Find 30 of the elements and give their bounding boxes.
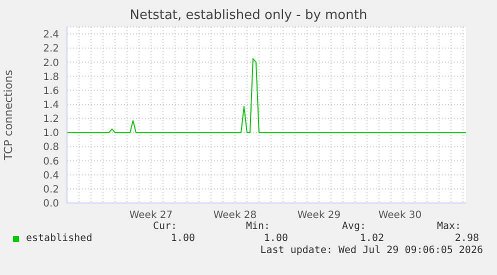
y-tick-label: 2.2 bbox=[43, 44, 59, 55]
y-tick-label: 2.0 bbox=[43, 58, 59, 69]
x-tick-label: Week 28 bbox=[213, 210, 257, 222]
y-axis-title: TCP connections bbox=[2, 70, 15, 162]
chart-title: Netstat, established only - by month bbox=[128, 8, 368, 23]
text: 1.00 bbox=[262, 233, 288, 244]
legend-label: established bbox=[25, 233, 92, 244]
y-tick-label: 0.2 bbox=[43, 184, 59, 196]
text: 1.00 bbox=[170, 233, 195, 244]
y-tick-label: 0.6 bbox=[43, 156, 59, 168]
text: 2.98 bbox=[454, 233, 479, 244]
y-tick-label: 1.8 bbox=[43, 72, 59, 83]
x-tick-label: Week 30 bbox=[378, 210, 422, 222]
y-tick-label: 1.6 bbox=[43, 86, 59, 97]
text: Avg: bbox=[340, 221, 368, 232]
text: Min: bbox=[244, 221, 272, 232]
y-tick-label: 2.4 bbox=[43, 30, 59, 41]
y-tick-label: 0.8 bbox=[43, 142, 59, 154]
text: Max: bbox=[436, 221, 462, 232]
x-tick-label: Week 29 bbox=[297, 210, 341, 222]
y-tick-label: 1.0 bbox=[43, 128, 59, 140]
text: Cur: bbox=[152, 221, 178, 232]
y-tick-label: 0.4 bbox=[43, 170, 59, 182]
y-tick-label: 1.2 bbox=[43, 114, 59, 126]
x-tick-label: Week 27 bbox=[129, 210, 173, 222]
line-series bbox=[66, 58, 466, 134]
y-tick-label: 1.4 bbox=[43, 100, 59, 111]
text: Last update: Wed Jul 29 09:06:05 2026 bbox=[260, 245, 483, 256]
y-tick-label: 0.0 bbox=[43, 198, 59, 210]
text: 1.02 bbox=[358, 233, 384, 244]
